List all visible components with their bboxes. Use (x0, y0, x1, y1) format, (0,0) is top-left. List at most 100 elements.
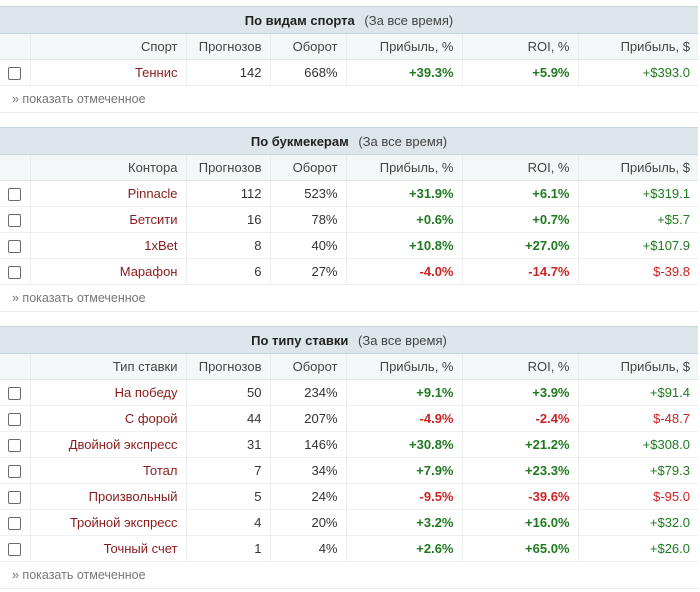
row-checkbox[interactable] (8, 517, 22, 531)
row-checkbox[interactable] (8, 465, 22, 479)
row-roi: +16.0% (461, 509, 578, 536)
row-turnover: 34% (269, 457, 346, 484)
row-count: 1 (185, 535, 270, 562)
row-checkbox[interactable] (8, 214, 22, 228)
row-name: Тройной экспресс (29, 509, 186, 536)
row-turnover: 4% (269, 535, 346, 562)
row-count: 6 (185, 258, 270, 285)
row-roi: +21.2% (461, 431, 578, 458)
row-checkbox-cell (0, 258, 30, 285)
row-turnover: 78% (269, 206, 346, 233)
row-checkbox[interactable] (8, 439, 22, 453)
row-profit-usd: +$5.7 (577, 206, 698, 233)
row-profit-pct: +0.6% (345, 206, 462, 233)
header-turnover[interactable]: Оборот (269, 354, 346, 380)
row-roi: +3.9% (461, 379, 578, 406)
table-row: Бетсити 16 78% +0.6% +0.7% +$5.7 (0, 206, 698, 233)
header-roi[interactable]: ROI, % (461, 354, 578, 380)
header-turnover[interactable]: Оборот (269, 34, 346, 60)
row-roi: +27.0% (461, 232, 578, 259)
row-checkbox[interactable] (8, 413, 22, 427)
row-roi: -2.4% (461, 405, 578, 432)
row-profit-pct: +39.3% (345, 59, 462, 86)
section-title: По типу ставки (251, 333, 349, 348)
row-checkbox[interactable] (8, 188, 22, 202)
section-by-sport: По видам спорта (За все время) Спорт Про… (0, 6, 698, 113)
row-checkbox-cell (0, 483, 30, 510)
header-profit-usd[interactable]: Прибыль, $ (577, 34, 698, 60)
show-checked-link[interactable]: » показать отмеченное (0, 562, 698, 589)
table-row: На победу 50 234% +9.1% +3.9% +$91.4 (0, 379, 698, 406)
table-row: Pinnacle 112 523% +31.9% +6.1% +$319.1 (0, 180, 698, 207)
header-profit-usd[interactable]: Прибыль, $ (577, 155, 698, 181)
row-profit-pct: +7.9% (345, 457, 462, 484)
table-row: Марафон 6 27% -4.0% -14.7% $-39.8 (0, 258, 698, 285)
row-checkbox[interactable] (8, 387, 22, 401)
header-name[interactable]: Спорт (29, 34, 186, 60)
table-row: Тройной экспресс 4 20% +3.2% +16.0% +$32… (0, 509, 698, 536)
row-turnover: 234% (269, 379, 346, 406)
row-name: Точный счет (29, 535, 186, 562)
row-turnover: 668% (269, 59, 346, 86)
header-turnover[interactable]: Оборот (269, 155, 346, 181)
row-checkbox[interactable] (8, 240, 22, 254)
header-name[interactable]: Контора (29, 155, 186, 181)
row-profit-pct: +31.9% (345, 180, 462, 207)
header-profit-pct[interactable]: Прибыль, % (345, 34, 462, 60)
row-profit-usd: +$319.1 (577, 180, 698, 207)
row-checkbox-cell (0, 509, 30, 536)
row-roi: +65.0% (461, 535, 578, 562)
show-checked-link[interactable]: » показать отмеченное (0, 285, 698, 312)
row-profit-usd: +$26.0 (577, 535, 698, 562)
header-check (0, 34, 30, 60)
header-count[interactable]: Прогнозов (185, 354, 270, 380)
row-checkbox-cell (0, 206, 30, 233)
header-count[interactable]: Прогнозов (185, 34, 270, 60)
row-checkbox[interactable] (8, 67, 22, 81)
row-checkbox[interactable] (8, 491, 22, 505)
table-header-row: Тип ставки Прогнозов Оборот Прибыль, % R… (0, 354, 698, 380)
row-profit-pct: +30.8% (345, 431, 462, 458)
header-check (0, 155, 30, 181)
stats-table: Тип ставки Прогнозов Оборот Прибыль, % R… (0, 354, 698, 562)
header-profit-pct[interactable]: Прибыль, % (345, 354, 462, 380)
row-count: 16 (185, 206, 270, 233)
row-checkbox-cell (0, 379, 30, 406)
row-checkbox-cell (0, 180, 30, 207)
section-header: По типу ставки (За все время) (0, 326, 698, 354)
row-turnover: 207% (269, 405, 346, 432)
header-roi[interactable]: ROI, % (461, 34, 578, 60)
table-row: Двойной экспресс 31 146% +30.8% +21.2% +… (0, 431, 698, 458)
row-name: Произвольный (29, 483, 186, 510)
row-profit-pct: +2.6% (345, 535, 462, 562)
row-profit-usd: +$107.9 (577, 232, 698, 259)
table-row: Теннис 142 668% +39.3% +5.9% +$393.0 (0, 59, 698, 86)
row-profit-usd: +$91.4 (577, 379, 698, 406)
row-count: 31 (185, 431, 270, 458)
header-profit-usd[interactable]: Прибыль, $ (577, 354, 698, 380)
header-name[interactable]: Тип ставки (29, 354, 186, 380)
row-roi: +5.9% (461, 59, 578, 86)
row-profit-usd: $-39.8 (577, 258, 698, 285)
header-roi[interactable]: ROI, % (461, 155, 578, 181)
section-title: По букмекерам (250, 134, 349, 149)
row-checkbox-cell (0, 457, 30, 484)
row-count: 8 (185, 232, 270, 259)
row-profit-usd: +$393.0 (577, 59, 698, 86)
row-checkbox[interactable] (8, 543, 22, 557)
row-checkbox-cell (0, 405, 30, 432)
row-checkbox-cell (0, 59, 30, 86)
header-profit-pct[interactable]: Прибыль, % (345, 155, 462, 181)
row-turnover: 523% (269, 180, 346, 207)
row-name: На победу (29, 379, 186, 406)
row-checkbox[interactable] (8, 266, 22, 280)
row-profit-pct: +3.2% (345, 509, 462, 536)
section-subtitle: (За все время) (358, 333, 447, 348)
section-by-bet-type: По типу ставки (За все время) Тип ставки… (0, 326, 698, 589)
show-checked-link[interactable]: » показать отмеченное (0, 86, 698, 113)
header-count[interactable]: Прогнозов (185, 155, 270, 181)
row-name: Тотал (29, 457, 186, 484)
row-turnover: 146% (269, 431, 346, 458)
table-row: 1xBet 8 40% +10.8% +27.0% +$107.9 (0, 232, 698, 259)
row-roi: -14.7% (461, 258, 578, 285)
